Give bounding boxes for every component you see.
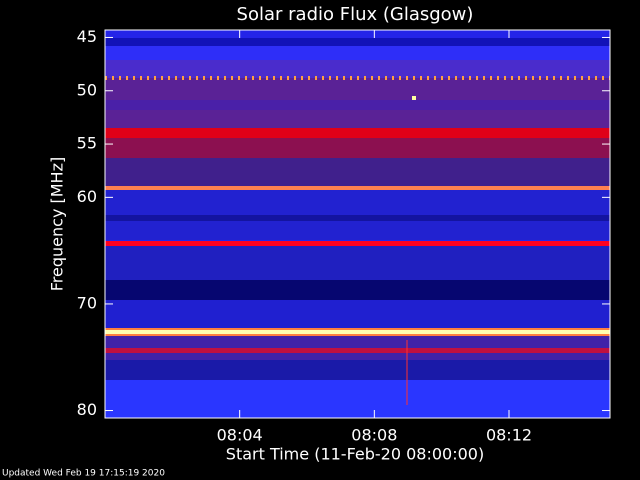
- y-tick-label: 55: [77, 134, 97, 153]
- chart-title: Solar radio Flux (Glasgow): [237, 4, 474, 25]
- y-tick-label: 80: [77, 400, 97, 419]
- spectrogram: [105, 30, 610, 418]
- x-tick-label: 08:08: [351, 426, 397, 445]
- x-tick-label: 08:04: [217, 426, 263, 445]
- footer: Updated Wed Feb 19 17:15:19 2020: [2, 469, 165, 479]
- y-axis-label: Frequency [MHz]: [48, 157, 67, 291]
- plot-frame: [104, 29, 611, 419]
- y-tick-label: 45: [77, 27, 97, 46]
- y-tick-label: 60: [77, 187, 97, 206]
- x-tick-label: 08:12: [486, 426, 532, 445]
- x-axis-label: Start Time (11-Feb-20 08:00:00): [226, 445, 484, 464]
- y-tick-label: 50: [77, 80, 97, 99]
- y-tick-label: 70: [77, 293, 97, 312]
